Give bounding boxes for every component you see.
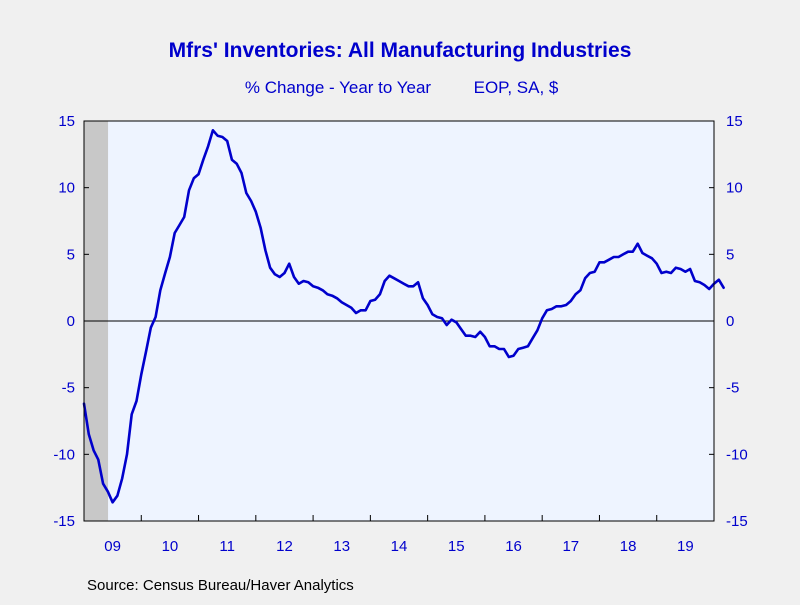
series-line: [82, 129, 725, 504]
x-tick-label: 11: [219, 538, 235, 555]
x-tick-label: 09: [104, 538, 121, 555]
x-tick-label: 16: [505, 538, 522, 555]
chart-source: Source: Census Bureau/Haver Analytics: [87, 577, 354, 594]
y-tick-label-left: -10: [53, 446, 75, 463]
x-tick-label: 13: [333, 538, 350, 555]
chart-subtitle-right: EOP, SA, $: [474, 78, 559, 97]
x-tick-label: 19: [677, 538, 694, 555]
chart-subtitle-left: % Change - Year to Year: [245, 78, 432, 97]
y-tick-label-left: 0: [67, 313, 75, 330]
x-tick-label: 12: [276, 538, 293, 555]
y-tick-label-right: 5: [726, 246, 734, 263]
y-tick-label-right: -10: [726, 446, 748, 463]
y-tick-label-left: 5: [67, 246, 75, 263]
y-tick-label-left: 15: [58, 113, 75, 130]
x-tick-label: 18: [620, 538, 637, 555]
y-tick-label-right: 15: [726, 113, 743, 130]
y-tick-label-left: -5: [62, 380, 75, 397]
x-tick-label: 14: [391, 538, 408, 555]
x-tick-label: 10: [162, 538, 179, 555]
chart-title: Mfrs' Inventories: All Manufacturing Ind…: [169, 39, 632, 62]
y-tick-label-right: -15: [726, 513, 748, 530]
x-tick-label: 15: [448, 538, 465, 555]
x-tick-label: 17: [562, 538, 579, 555]
y-tick-label-left: 10: [58, 180, 75, 197]
y-tick-label-right: -5: [726, 380, 739, 397]
y-tick-label-left: -15: [53, 513, 75, 530]
y-tick-label-right: 0: [726, 313, 734, 330]
y-tick-label-right: 10: [726, 180, 743, 197]
